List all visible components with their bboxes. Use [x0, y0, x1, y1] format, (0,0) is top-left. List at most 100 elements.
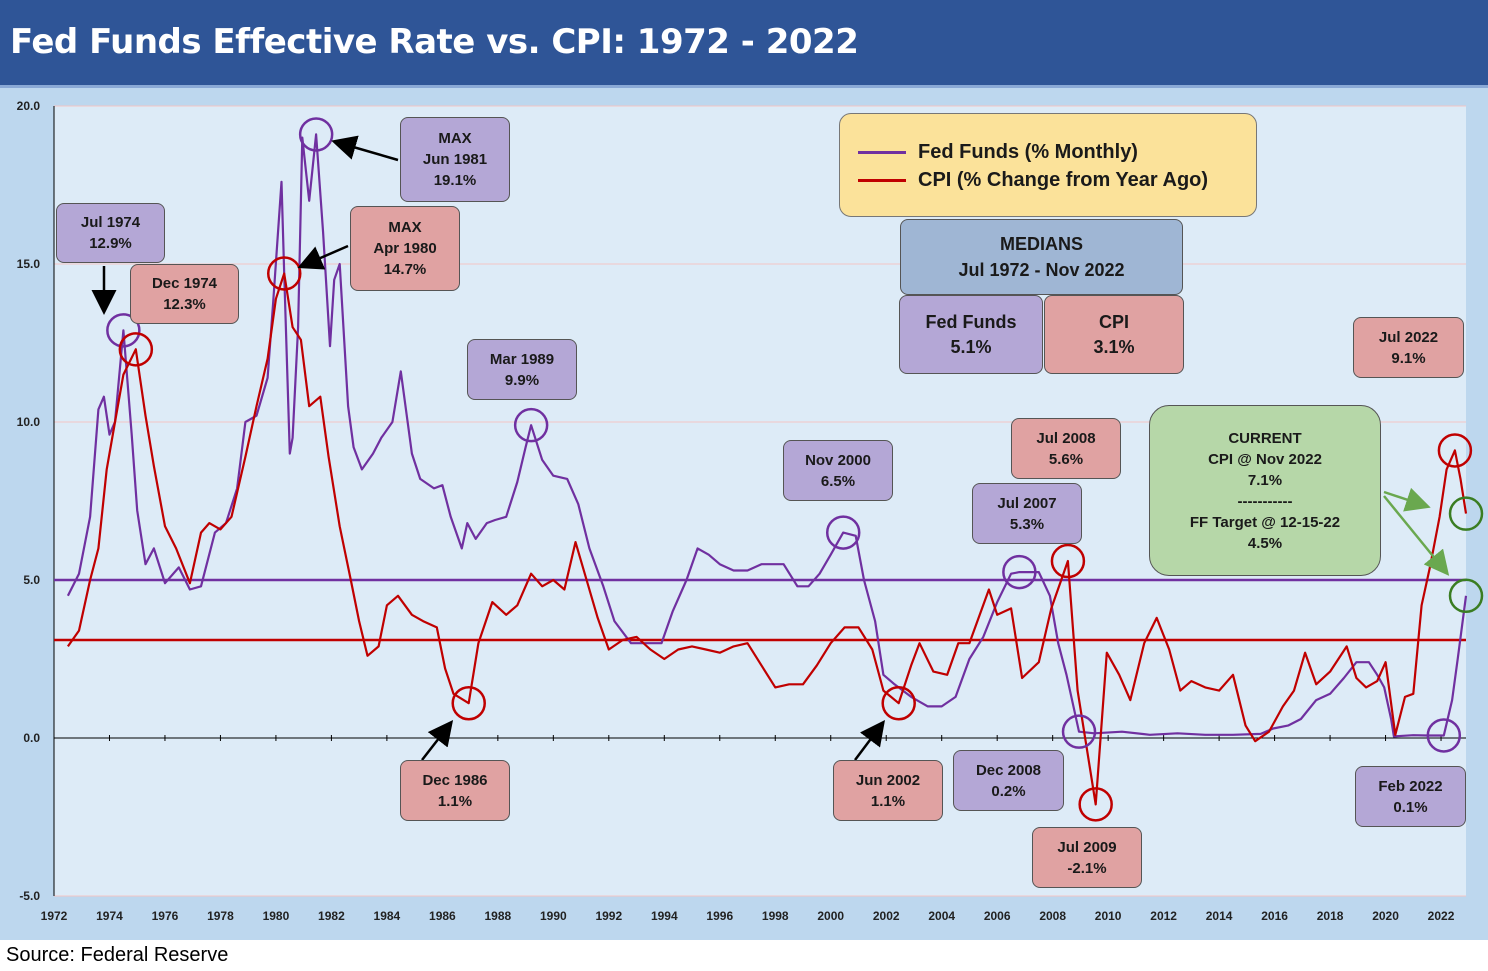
annotation-jul-2022: Jul 2022 9.1%	[1353, 317, 1464, 378]
legend-item-fed-funds: Fed Funds (% Monthly)	[858, 141, 1138, 164]
legend-swatch-cpi	[858, 179, 906, 182]
x-tick-label: 2012	[1150, 909, 1177, 923]
x-tick-label: 2004	[928, 909, 955, 923]
circle-nov-2000	[825, 515, 861, 550]
y-tick-label: -5.0	[19, 889, 40, 903]
annotation-line: Feb 2022	[1378, 777, 1443, 795]
annotation-max-jun-1981: MAX Jun 1981 19.1%	[400, 117, 510, 202]
annotation-line: MAX	[388, 219, 422, 236]
annotation-line: Dec 1974	[151, 275, 218, 292]
median-cpi-value: 3.1%	[1093, 336, 1135, 357]
title-bar: Fed Funds Effective Rate vs. CPI: 1972 -…	[0, 0, 1488, 88]
circle-dec-2008	[1061, 714, 1097, 749]
annotation-current: CURRENT CPI @ Nov 2022 7.1% ----------- …	[1149, 405, 1381, 576]
x-tick-label: 1990	[540, 909, 567, 923]
medians-header: MEDIANS Jul 1972 - Nov 2022	[900, 219, 1183, 295]
circle-jul-2007	[1002, 554, 1037, 590]
annotation-line: 12.3%	[163, 296, 206, 313]
x-tick-label: 1986	[429, 909, 456, 923]
arrow-jun-1981	[331, 135, 399, 162]
circle-jul-2008	[1050, 543, 1086, 579]
x-tick-label: 2006	[984, 909, 1011, 923]
annotation-max-apr-1980: MAX Apr 1980 14.7%	[350, 206, 460, 291]
circle-jul-1974	[106, 313, 141, 348]
annotation-line: 9.9%	[504, 371, 540, 389]
annotation-line: Mar 1989	[489, 350, 555, 368]
x-tick-label: 1972	[41, 909, 68, 923]
circle-feb-2022	[1426, 718, 1462, 753]
circle-apr-1980	[266, 256, 302, 291]
median-cpi-box: CPI 3.1%	[1044, 295, 1184, 374]
annotation-line: Jul 2009	[1057, 838, 1117, 856]
arrow-apr-1980	[297, 244, 349, 270]
annotation-line: Dec 2008	[975, 761, 1042, 779]
annotation-mar-1989: Mar 1989 9.9%	[467, 339, 577, 400]
x-tick-label: 1980	[263, 909, 290, 923]
y-tick-label: 15.0	[17, 257, 41, 271]
annotation-line: 1.1%	[437, 792, 473, 810]
x-tick-label: 2016	[1261, 909, 1288, 923]
annotation-line: Nov 2000	[805, 451, 871, 469]
median-fed-funds-box: Fed Funds 5.1%	[899, 295, 1043, 374]
circle-current-cpi	[1448, 496, 1484, 531]
annotation-line: Jul 2022	[1378, 328, 1439, 346]
x-tick-label: 1974	[96, 909, 123, 923]
annotation-feb-2022: Feb 2022 0.1%	[1355, 766, 1466, 827]
source-note: Source: Federal Reserve	[6, 944, 229, 966]
annotation-line: FF Target @ 12-15-22	[1189, 513, 1341, 531]
x-tick-label: 2000	[817, 909, 844, 923]
arrow-current-ff	[1383, 495, 1450, 576]
circle-dec-1974	[118, 332, 154, 367]
annotation-line: Jun 1981	[422, 151, 488, 168]
medians-title: MEDIANS	[999, 234, 1083, 254]
x-tick-label: 2018	[1317, 909, 1344, 923]
x-tick-label: 1998	[762, 909, 789, 923]
annotation-line: 6.5%	[820, 472, 856, 490]
median-fed-funds-label: Fed Funds	[925, 311, 1017, 332]
annotation-line: Jul 1974	[80, 214, 141, 231]
x-tick-label: 2014	[1206, 909, 1233, 923]
x-tick-label: 1994	[651, 909, 678, 923]
annotation-line: 0.1%	[1393, 798, 1428, 816]
circle-jun-2002	[881, 685, 916, 721]
annotation-line: 0.2%	[991, 782, 1026, 800]
annotation-dec-2008: Dec 2008 0.2%	[953, 750, 1064, 811]
circle-jul-2022	[1437, 433, 1473, 468]
annotation-line: -2.1%	[1067, 859, 1107, 877]
annotation-jun-2002: Jun 2002 1.1%	[833, 760, 943, 821]
annotation-line: CPI @ Nov 2022	[1208, 450, 1322, 468]
annotation-line: 12.9%	[89, 235, 132, 252]
median-fed-funds-value: 5.1%	[950, 336, 992, 357]
arrow-current-cpi	[1383, 487, 1431, 512]
annotation-jul-1974: Jul 1974 12.9%	[56, 203, 165, 263]
circle-jun-1981	[298, 117, 334, 152]
annotation-line: Dec 1986	[422, 771, 488, 789]
x-tick-label: 1996	[706, 909, 733, 923]
annotation-line: Jun 2002	[855, 771, 921, 789]
y-tick-label: 5.0	[23, 573, 40, 587]
x-tick-label: 1984	[374, 909, 401, 923]
annotation-jul-2007: Jul 2007 5.3%	[972, 483, 1082, 544]
legend-label-cpi: CPI (% Change from Year Ago)	[918, 169, 1209, 191]
annotation-line: 4.5%	[1247, 534, 1283, 552]
circle-mar-1989	[513, 407, 549, 443]
y-tick-label: 10.0	[17, 415, 41, 429]
x-tick-label: 1988	[484, 909, 511, 923]
annotation-dec-1974: Dec 1974 12.3%	[130, 264, 239, 324]
median-cpi-label: CPI	[1098, 311, 1129, 332]
annotation-line: 7.1%	[1247, 471, 1283, 489]
annotation-line: Jul 2007	[997, 494, 1057, 512]
x-tick-label: 2002	[873, 909, 900, 923]
annotation-line: CURRENT	[1228, 429, 1302, 447]
x-tick-label: 2020	[1372, 909, 1399, 923]
page-title: Fed Funds Effective Rate vs. CPI: 1972 -…	[10, 22, 859, 62]
annotation-line: 5.3%	[1009, 515, 1045, 533]
annotation-jul-2009: Jul 2009 -2.1%	[1032, 827, 1142, 888]
legend-label-fed-funds: Fed Funds (% Monthly)	[918, 141, 1138, 163]
series-line-cpi	[66, 272, 1468, 806]
annotation-dec-1986: Dec 1986 1.1%	[400, 760, 510, 821]
annotation-line: Apr 1980	[373, 240, 437, 257]
x-tick-label: 1982	[318, 909, 345, 923]
x-tick-label: 2022	[1428, 909, 1455, 923]
legend-item-cpi: CPI (% Change from Year Ago)	[858, 169, 1208, 192]
